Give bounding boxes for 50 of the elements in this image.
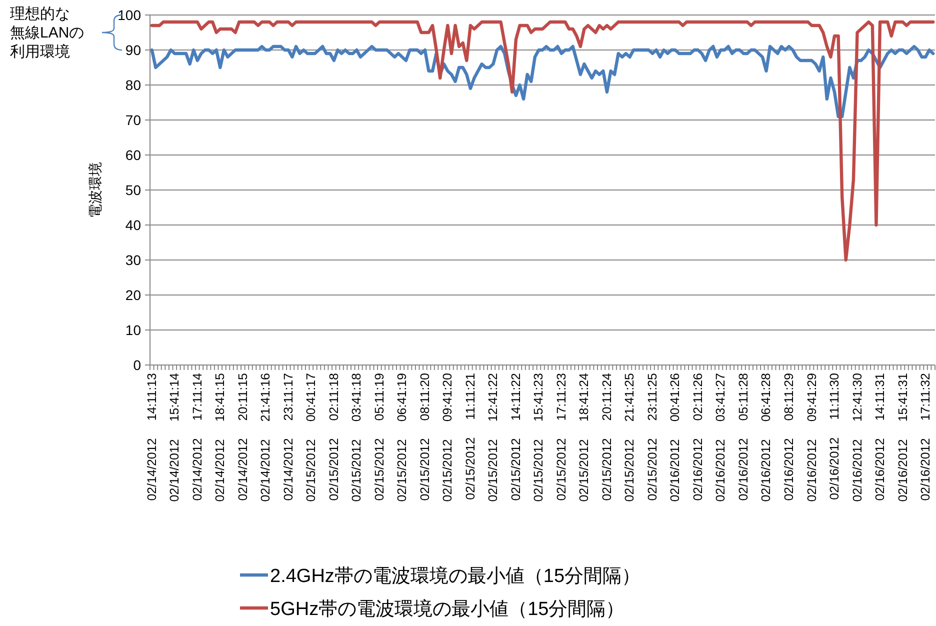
x-tick-label: 02/16/2012 02:11:26 (690, 372, 705, 501)
x-tick-label: 02/16/2012 00:41:26 (668, 372, 682, 502)
y-tick-label: 90 (125, 42, 142, 58)
x-tick-label: 02/14/2012 17:11:14 (190, 372, 204, 501)
x-tick-label: 02/15/2012 17:11:23 (554, 372, 568, 501)
x-tick-label: 02/15/2012 18:41:24 (577, 372, 592, 502)
x-tick-label: 02/16/2012 03:41:27 (714, 372, 728, 502)
y-tick-label: 10 (125, 322, 142, 338)
y-tick-label: 70 (125, 112, 142, 128)
x-tick-label: 02/15/2012 08:11:20 (418, 372, 432, 501)
text: 理想的な無線LANの利用環境 (10, 6, 84, 60)
x-tick-label: 02/16/2012 14:11:31 (873, 372, 888, 501)
x-tick-label: 02/15/2012 09:41:20 (440, 372, 455, 502)
x-tick-label: 02/14/2012 23:11:17 (281, 372, 296, 501)
legend-label: 5GHz帯の電波環境の最小値（15分間隔） (270, 598, 625, 620)
x-tick-label: 02/16/2012 08:11:29 (782, 372, 796, 501)
y-tick-label: 60 (125, 147, 142, 163)
x-tick-label: 02/14/2012 20:11:15 (236, 372, 250, 501)
x-tick-label: 02/16/2012 11:11:30 (828, 372, 842, 500)
y-tick-label: 30 (125, 252, 142, 268)
x-tick-label: 02/14/2012 15:41:14 (168, 372, 182, 502)
y-tick-label: 100 (118, 7, 142, 23)
x-tick-label: 02/16/2012 05:11:28 (736, 372, 750, 501)
x-tick-label: 02/16/2012 06:41:28 (759, 372, 774, 502)
y-tick-label: 40 (125, 217, 142, 233)
x-tick-label: 02/16/2012 09:41:29 (804, 372, 819, 502)
x-tick-label: 02/15/2012 23:11:25 (645, 372, 660, 501)
x-tick-label: 02/15/2012 02:11:18 (326, 372, 341, 501)
x-tick-label: 02/15/2012 20:11:24 (600, 372, 614, 501)
x-tick-label: 02/15/2012 11:11:21 (463, 372, 478, 500)
y-tick-label: 20 (125, 287, 142, 303)
x-tick-label: 02/16/2012 17:11:32 (918, 372, 933, 501)
x-tick-label: 02/15/2012 06:41:19 (395, 372, 410, 502)
x-tick-label: 02/15/2012 14:11:22 (508, 372, 523, 501)
x-tick-label: 02/14/2012 21:41:16 (258, 372, 273, 502)
y-tick-label: 80 (125, 77, 142, 93)
y-tick-label: 50 (125, 182, 142, 198)
x-tick-label: 02/15/2012 03:41:18 (350, 372, 364, 502)
x-tick-label: 02/14/2012 14:11:13 (144, 372, 159, 501)
x-tick-label: 02/15/2012 12:41:22 (486, 372, 500, 502)
x-tick-label: 02/15/2012 15:41:23 (532, 372, 546, 502)
y-axis-title: 電波環境 (87, 162, 103, 218)
x-tick-label: 02/15/2012 21:41:25 (622, 372, 637, 502)
y-tick-label: 0 (133, 357, 142, 373)
x-tick-label: 02/16/2012 12:41:30 (850, 372, 864, 502)
legend-label: 2.4GHz帯の電波環境の最小値（15分間隔） (270, 565, 641, 587)
x-tick-label: 02/15/2012 00:41:17 (304, 372, 318, 502)
x-tick-label: 02/16/2012 15:41:31 (896, 372, 910, 502)
x-tick-label: 02/14/2012 18:41:15 (213, 372, 228, 502)
x-tick-label: 02/15/2012 05:11:19 (372, 372, 386, 501)
